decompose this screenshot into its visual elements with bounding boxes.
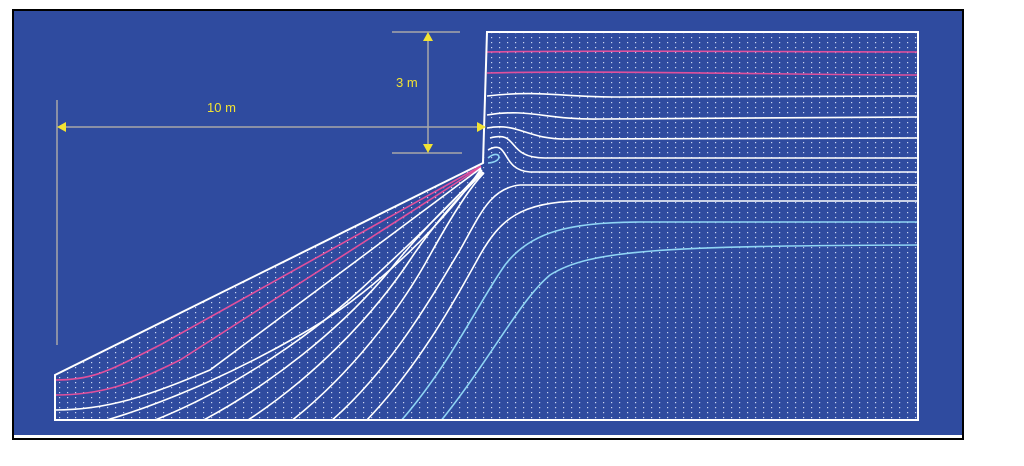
streamline-1 — [55, 165, 482, 381]
streamline-7 — [244, 171, 484, 420]
streamline-12 — [439, 244, 918, 420]
streamline-20 — [487, 153, 500, 164]
streamline-13 — [486, 50, 918, 53]
streamline-9 — [329, 184, 918, 420]
streamline-11 — [399, 221, 918, 420]
streamlines — [55, 50, 918, 420]
height-label: 3 m — [396, 75, 418, 90]
arrowhead-left-icon — [57, 122, 66, 132]
streamline-10 — [364, 200, 918, 420]
streamline-2 — [55, 166, 482, 396]
arrowhead-down-icon — [423, 144, 433, 153]
streamline-3 — [55, 167, 482, 411]
streamline-19 — [487, 146, 918, 173]
arrowhead-right-icon — [477, 122, 486, 132]
mesh-grid — [55, 32, 918, 420]
streamline-15 — [486, 92, 918, 98]
domain-boundary — [54, 31, 919, 421]
streamline-8 — [289, 172, 485, 420]
streamline-16 — [486, 112, 918, 120]
arrowhead-up-icon — [423, 32, 433, 41]
streamline-18 — [489, 135, 918, 159]
streamline-14 — [486, 71, 918, 76]
length-label: 10 m — [207, 100, 236, 115]
streamline-6 — [199, 170, 483, 420]
streamline-17 — [486, 126, 918, 140]
